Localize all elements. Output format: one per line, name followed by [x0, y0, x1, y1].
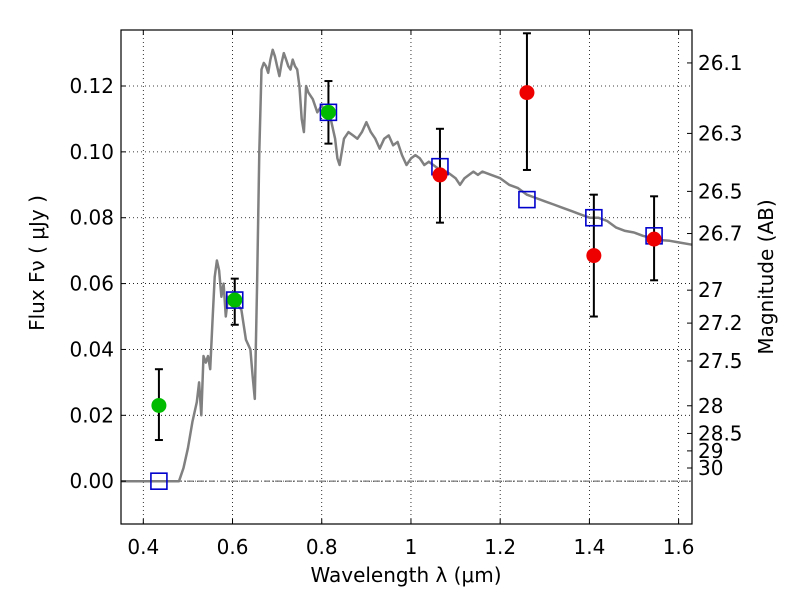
magnitude-tick-label: 27: [698, 278, 723, 302]
green-data-point: [227, 292, 243, 308]
magnitude-tick-label: 27.5: [698, 349, 743, 373]
plot-frame: [120, 29, 693, 525]
model-photometry-box: [585, 208, 603, 227]
y-tick-label: 0.02: [69, 403, 114, 427]
y-axis-title: Flux Fν ( μJy ): [25, 195, 49, 331]
model-photometry-box: [225, 291, 244, 309]
magnitude-tick-label: 26.5: [698, 179, 743, 203]
red-data-point: [586, 248, 602, 264]
x-tick-label: 1.4: [573, 535, 605, 559]
magnitude-tick-label: 27.2: [698, 311, 743, 335]
model-photometry-box: [518, 190, 536, 209]
points-layer: [150, 32, 663, 490]
magnitude-tick-label: 26.1: [698, 51, 743, 75]
y2-axis-title: Magnitude (AB): [754, 199, 778, 354]
magnitude-tick-label: 26.3: [698, 121, 743, 145]
x-tick-label: 0.8: [306, 535, 338, 559]
y-tick-label: 0.10: [69, 140, 114, 164]
x-tick-label: 0.4: [127, 535, 159, 559]
ticks-layer: 0.4 0.6 0.8 1 1.2 1.4 1.6 0.00 0.02 0.04 0.06 0.08 0…: [69, 30, 743, 559]
y-tick-label: 0.04: [69, 337, 114, 361]
green-data-point: [151, 397, 167, 413]
magnitude-tick-label: 28.5: [698, 421, 743, 445]
x-tick-label: 1: [405, 535, 418, 559]
y-tick-label: 0.12: [69, 74, 114, 98]
magnitude-tick-label: 29: [698, 439, 723, 463]
red-data-point: [646, 231, 662, 247]
x-tick-label: 1.6: [663, 535, 695, 559]
magnitude-tick-label: 28: [698, 394, 723, 418]
y-tick-label: 0.00: [69, 469, 114, 493]
x-axis-title: Wavelength λ (μm): [310, 563, 501, 587]
model-photometry-box: [319, 103, 338, 122]
green-data-point: [320, 104, 336, 120]
magnitude-tick-label: 26.7: [698, 222, 743, 246]
magnitude-tick-label: 30: [698, 456, 723, 480]
y-tick-label: 0.08: [69, 206, 114, 230]
x-tick-label: 1.2: [484, 535, 516, 559]
red-data-point: [432, 167, 448, 183]
x-tick-label: 0.6: [217, 535, 249, 559]
y-tick-label: 0.06: [69, 272, 114, 296]
model-photometry-box: [150, 472, 168, 490]
red-data-point: [519, 85, 535, 101]
